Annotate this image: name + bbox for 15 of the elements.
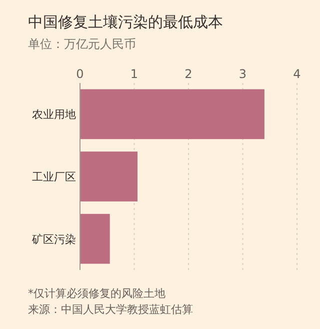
y-tick-label: 工业厂区 — [32, 170, 76, 184]
x-tick-label: 4 — [293, 67, 301, 81]
y-tick-label: 农业用地 — [32, 108, 76, 122]
x-tick-label: 3 — [238, 67, 247, 81]
source-note: 来源：中国人民大学教授蓝虹估算 — [28, 303, 193, 316]
bar — [80, 214, 110, 264]
chart-subtitle: 单位：万亿元人民币 — [28, 37, 136, 51]
chart-title: 中国修复土壤污染的最低成本 — [28, 13, 223, 31]
x-tick-label: 1 — [130, 67, 138, 81]
x-tick-label: 2 — [184, 67, 192, 81]
y-tick-label: 矿区污染 — [31, 232, 76, 246]
text: *仅计算必须修复的风险土地 — [28, 287, 166, 300]
bar — [80, 152, 138, 202]
bar — [80, 89, 264, 140]
x-tick-label: 0 — [76, 67, 84, 81]
